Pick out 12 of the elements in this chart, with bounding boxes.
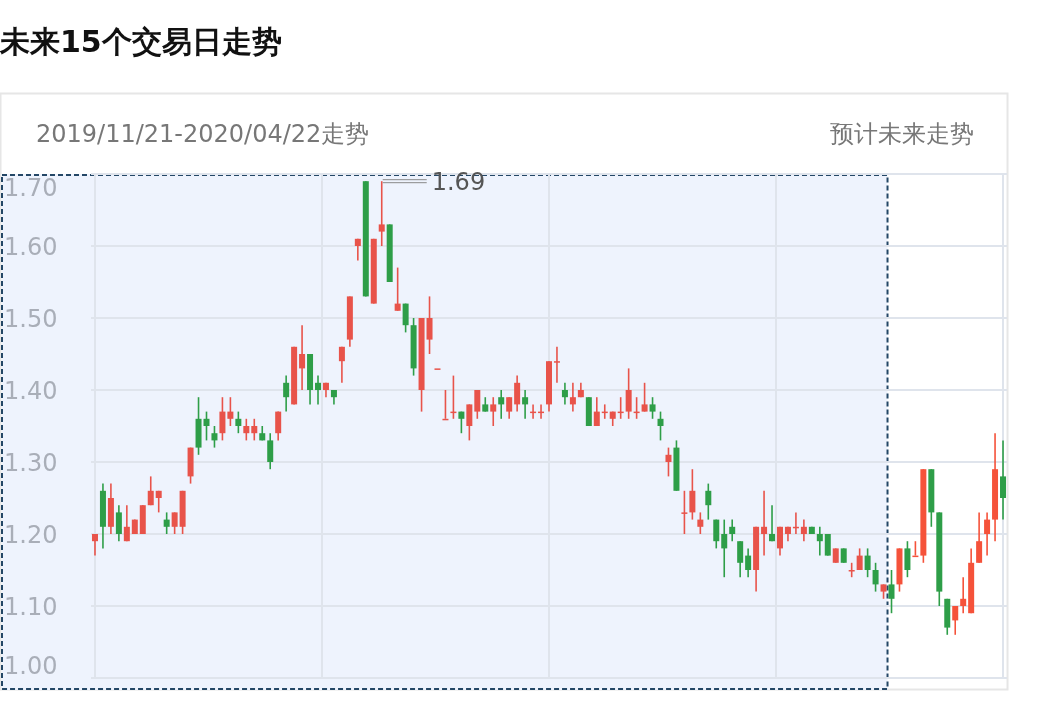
chart-title: 未来15个交易日走势 — [0, 24, 282, 59]
text: 2019/11/21-2020/04/22走势 — [36, 120, 370, 148]
y-tick-label: 1.00 — [4, 652, 58, 680]
text: 预计未来走势 — [830, 120, 974, 148]
y-tick-label: 1.50 — [4, 305, 58, 333]
y-tick-label: 1.70 — [4, 174, 58, 202]
y-tick-label: 1.20 — [4, 521, 58, 549]
annotation: 1.69 — [431, 168, 486, 197]
y-tick-label: 1.30 — [4, 449, 58, 477]
y-tick-label: 1.60 — [4, 233, 58, 261]
y-tick-label: 1.40 — [4, 377, 58, 405]
y-tick-label: 1.10 — [4, 593, 58, 621]
